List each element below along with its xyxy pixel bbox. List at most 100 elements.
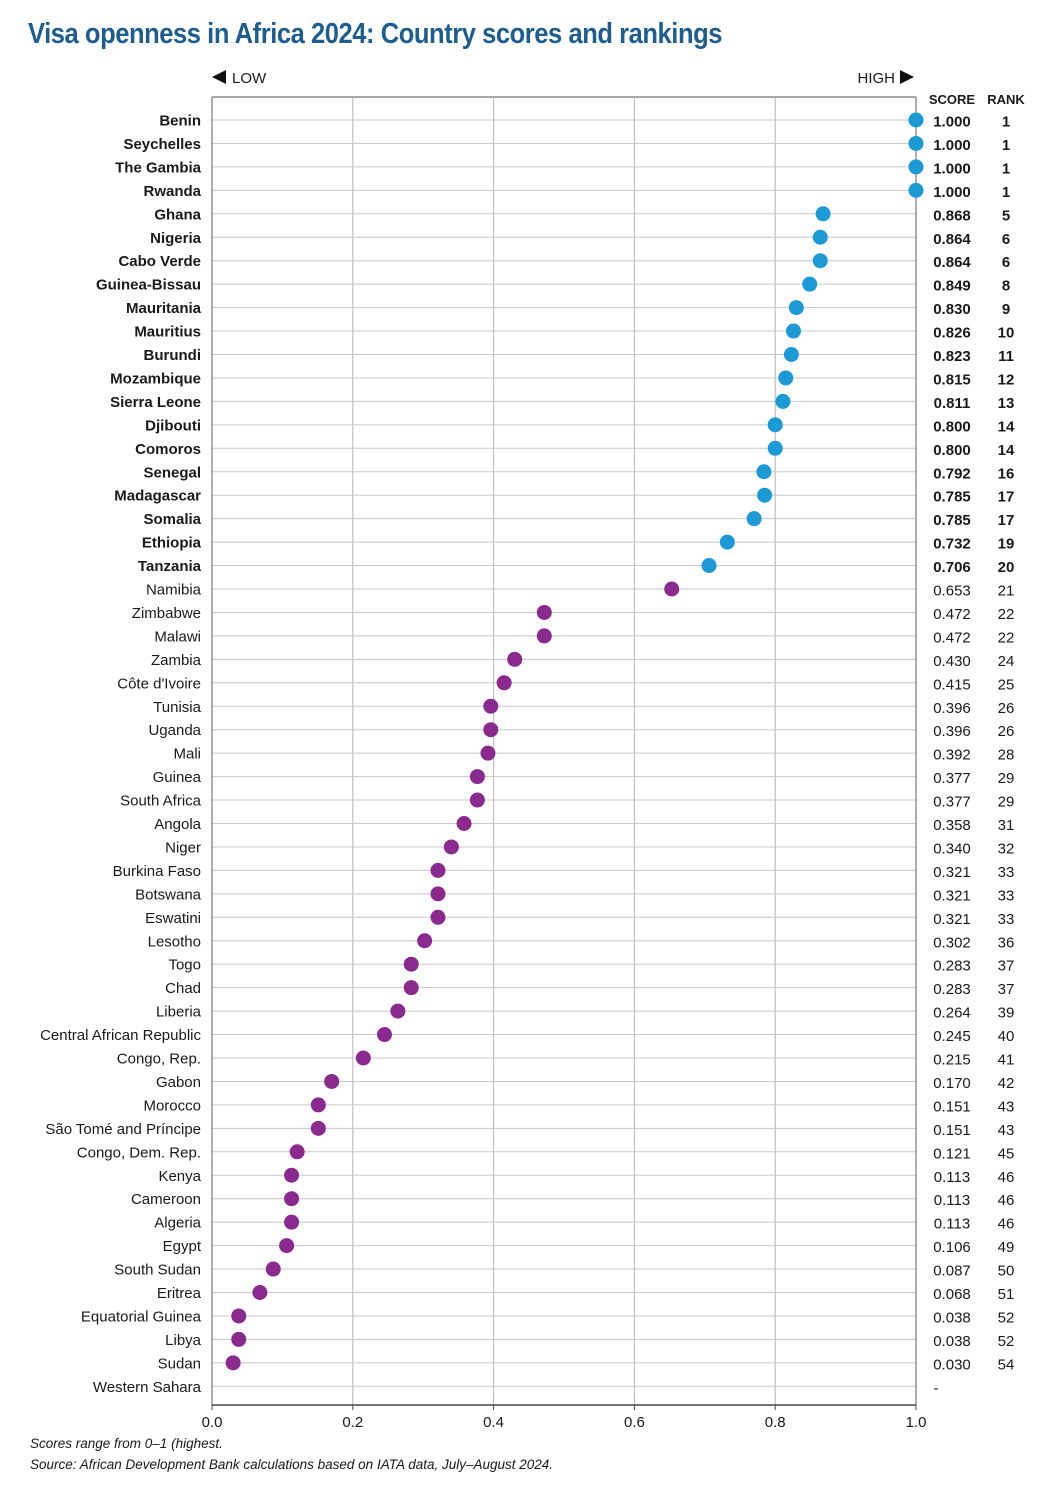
country-label: Lesotho [148, 933, 201, 950]
country-label: Namibia [146, 582, 202, 599]
country-label: Mali [173, 746, 201, 763]
rank-value: 14 [998, 442, 1015, 459]
data-point [310, 1120, 326, 1136]
country-label: Mauritania [126, 300, 202, 317]
data-point [815, 206, 831, 222]
score-value: 0.358 [933, 817, 971, 834]
rank-value: - [934, 1380, 939, 1397]
data-point [701, 558, 717, 574]
rank-value: 28 [998, 747, 1015, 764]
country-label: Madagascar [114, 488, 201, 505]
score-value: 0.864 [933, 231, 971, 248]
country-label: Ethiopia [142, 535, 202, 552]
score-value: 0.849 [933, 278, 971, 295]
country-label: Chad [165, 980, 201, 997]
score-value: 1.000 [933, 184, 971, 201]
score-value: 0.087 [933, 1263, 971, 1280]
score-value: 0.392 [933, 747, 971, 764]
data-point [507, 651, 523, 667]
country-label: Morocco [143, 1097, 201, 1114]
high-label: HIGH [858, 70, 896, 87]
rank-value: 31 [998, 817, 1015, 834]
rank-value: 42 [998, 1075, 1015, 1092]
score-value: 0.215 [933, 1052, 971, 1069]
data-point [469, 792, 485, 808]
score-value: 0.472 [933, 629, 971, 646]
rank-value: 45 [998, 1145, 1015, 1162]
rank-value: 25 [998, 676, 1015, 693]
rank-value: 37 [998, 981, 1015, 998]
rank-value: 43 [998, 1098, 1015, 1115]
x-tick-label: 0.6 [624, 1414, 645, 1431]
score-value: 0.792 [933, 465, 971, 482]
data-point [225, 1355, 241, 1371]
country-label: Zimbabwe [132, 605, 201, 622]
data-point [746, 511, 762, 527]
rank-value: 16 [998, 465, 1015, 482]
data-point [390, 1003, 406, 1019]
data-point [812, 253, 828, 269]
x-tick-label: 1.0 [906, 1414, 927, 1431]
country-label: Côte d'Ivoire [117, 675, 201, 692]
country-label: Guinea-Bissau [96, 277, 201, 294]
country-label: Angola [154, 816, 201, 833]
score-value: 0.321 [933, 864, 971, 881]
data-point [788, 300, 804, 316]
rank-value: 9 [1002, 301, 1010, 318]
country-label: Cabo Verde [118, 253, 201, 270]
score-value: 0.415 [933, 676, 971, 693]
data-point [284, 1214, 300, 1230]
data-point [265, 1261, 281, 1277]
data-point [483, 722, 499, 738]
rank-value: 41 [998, 1052, 1015, 1069]
data-point [496, 675, 512, 691]
page-title: Visa openness in Africa 2024: Country sc… [28, 18, 723, 50]
score-value: 0.706 [933, 559, 971, 576]
score-value: 0.377 [933, 770, 971, 787]
score-value: 0.396 [933, 700, 971, 717]
rank-value: 8 [1002, 278, 1010, 295]
score-value: 0.785 [933, 512, 971, 529]
country-label: Algeria [154, 1215, 201, 1232]
rank-value: 33 [998, 911, 1015, 928]
score-value: 0.823 [933, 348, 971, 365]
rank-value: 43 [998, 1122, 1015, 1139]
rank-value: 36 [998, 934, 1015, 951]
data-point [403, 980, 419, 996]
rank-value: 6 [1002, 231, 1010, 248]
data-point [783, 347, 799, 362]
rank-value: 17 [998, 512, 1015, 529]
rank-value: 51 [998, 1286, 1015, 1303]
rank-value: 6 [1002, 254, 1010, 271]
rank-value: 33 [998, 864, 1015, 881]
country-label: Tunisia [153, 699, 201, 716]
score-value: 0.826 [933, 325, 971, 342]
score-value: 0.321 [933, 911, 971, 928]
score-value: 0.038 [933, 1309, 971, 1326]
country-label: Congo, Rep. [117, 1051, 201, 1068]
rank-value: 39 [998, 1005, 1015, 1022]
score-value: 0.068 [933, 1286, 971, 1303]
score-value: 0.868 [933, 207, 971, 224]
x-tick-label: 0.8 [765, 1414, 786, 1431]
score-value: 0.038 [933, 1333, 971, 1350]
rank-value: 1 [1002, 160, 1010, 177]
data-point [483, 698, 499, 714]
data-point [775, 393, 791, 409]
data-point [231, 1308, 247, 1324]
rank-value: 52 [998, 1309, 1015, 1326]
country-label: São Tomé and Príncipe [45, 1121, 201, 1138]
country-label: Egypt [163, 1238, 202, 1255]
score-value: 0.113 [934, 1216, 970, 1233]
rank-value: 33 [998, 887, 1015, 904]
score-value: 0.785 [933, 489, 971, 506]
score-value: 0.283 [933, 958, 971, 975]
country-label: Zambia [151, 652, 202, 669]
rank-value: 49 [998, 1239, 1015, 1256]
rank-value: 52 [998, 1333, 1015, 1350]
country-label: Burkina Faso [113, 863, 201, 880]
data-point [908, 182, 924, 198]
rank-value: 26 [998, 700, 1015, 717]
country-label: Cameroon [131, 1191, 201, 1208]
data-point [403, 956, 419, 972]
